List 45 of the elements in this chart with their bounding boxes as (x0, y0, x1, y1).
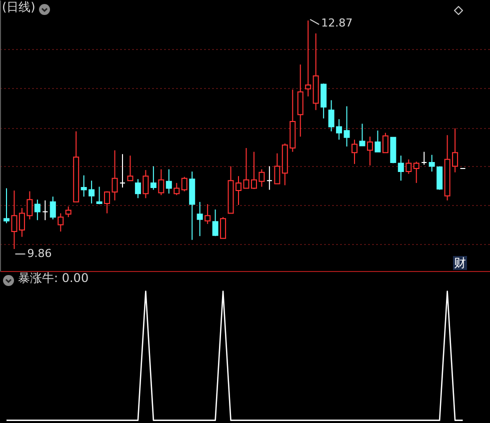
candlestick (112, 150, 118, 201)
candlestick (428, 154, 435, 172)
candlestick (220, 216, 226, 239)
candlestick (196, 201, 203, 237)
candlestick (266, 166, 272, 190)
candlestick (352, 139, 358, 164)
candlestick (274, 152, 280, 184)
annotation: 9.86 (27, 246, 52, 260)
candlestick (50, 196, 56, 220)
info-button: 财 (453, 256, 467, 270)
candlestick (344, 106, 350, 148)
candlestick (158, 168, 164, 196)
candlestick (398, 155, 404, 182)
candlestick (297, 64, 304, 138)
candlestick (150, 166, 156, 190)
candlestick (3, 188, 10, 224)
candlestick (104, 190, 110, 214)
candlestick (413, 161, 420, 184)
candlestick (142, 170, 149, 199)
chart-title: 暴涨牛: 0.00 (18, 271, 89, 285)
chart-title: (日线) (2, 0, 36, 14)
candlestick (374, 130, 381, 152)
candlestick (305, 20, 312, 97)
candlestick (359, 123, 366, 146)
candlestick (212, 209, 218, 237)
candlestick (181, 176, 188, 192)
candlestick (204, 204, 211, 224)
annotation: 12.87 (321, 16, 353, 30)
candlestick (166, 168, 172, 194)
candlestick (120, 154, 126, 188)
candlestick (382, 132, 388, 154)
candlestick (406, 158, 412, 174)
candlestick (96, 186, 102, 205)
candlestick (320, 83, 327, 119)
candlestick (34, 199, 40, 221)
candlestick (65, 206, 72, 218)
candlestick (42, 200, 48, 221)
candlestick (127, 155, 134, 182)
candlestick (174, 182, 180, 196)
candlestick (134, 178, 141, 199)
candlestick (366, 136, 373, 166)
candlestick (58, 212, 64, 232)
candlestick (421, 151, 428, 166)
candlestick (11, 190, 18, 250)
candlestick (436, 166, 443, 190)
